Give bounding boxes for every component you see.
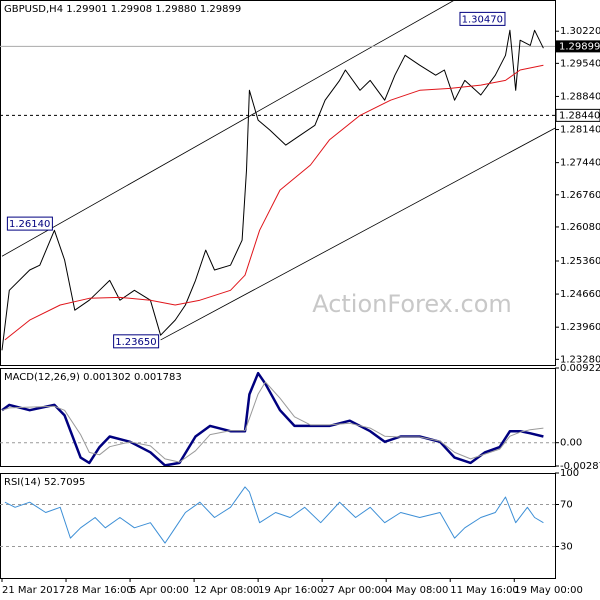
x-tick-label: 11 May 16:00 xyxy=(450,585,519,596)
panel-frame xyxy=(0,0,556,366)
y-tick-label: 1.27440 xyxy=(560,158,600,169)
y-tick-label: 100 xyxy=(560,468,579,479)
x-tick-label: 19 May 00:00 xyxy=(514,585,583,596)
series-line xyxy=(1,381,544,463)
y-tick-label: 0.009227 xyxy=(560,363,600,374)
x-tick-label: 28 Mar 16:00 xyxy=(66,585,133,596)
annotation-box xyxy=(459,11,506,26)
x-tick-label: 19 Apr 16:00 xyxy=(258,585,323,596)
series-line xyxy=(1,29,544,351)
panel-frame xyxy=(0,473,556,579)
level-box xyxy=(555,108,600,122)
panel-title: RSI(14) 52.7095 xyxy=(4,477,85,488)
panel-plot: ActionForex.com xyxy=(0,0,555,351)
series-line xyxy=(4,64,544,341)
annotation-label: 1.23650 xyxy=(115,337,156,348)
x-tick-label: 4 May 08:00 xyxy=(386,585,448,596)
y-tick-label: 1.24660 xyxy=(560,289,600,300)
x-tick-label: 12 Apr 08:00 xyxy=(194,585,259,596)
x-tick-label: 27 Apr 00:00 xyxy=(322,585,387,596)
panel-title: GBPUSD,H4 1.29901 1.29908 1.29880 1.2989… xyxy=(4,4,241,15)
y-tick-label: 1.28840 xyxy=(560,91,600,102)
y-tick-label: 1.26760 xyxy=(560,190,600,201)
channel-line xyxy=(1,0,455,257)
y-tick-label: -0.002879 xyxy=(560,461,600,472)
panel-plot xyxy=(0,486,555,547)
y-tick-label: 1.26080 xyxy=(560,222,600,233)
y-tick-label: 30 xyxy=(560,542,573,553)
y-tick-label: 1.29540 xyxy=(560,58,600,69)
series-line xyxy=(4,486,544,544)
panel-plot xyxy=(0,371,555,466)
y-tick-label: 70 xyxy=(560,500,573,511)
annotation-label: 1.30470 xyxy=(462,14,503,25)
watermark: ActionForex.com xyxy=(312,290,512,318)
y-tick-label: 1.30220 xyxy=(560,26,600,37)
y-tick-label: 1.23280 xyxy=(560,354,600,365)
annotation-box xyxy=(6,216,53,231)
panel-frame xyxy=(0,368,556,467)
x-tick-label: 5 Apr 00:00 xyxy=(130,585,189,596)
panel-title: MACD(12,26,9) 0.001302 0.001783 xyxy=(4,372,182,383)
series-line xyxy=(1,371,544,466)
y-tick-label: 0.00 xyxy=(560,438,582,449)
y-tick-label: 1.25360 xyxy=(560,256,600,267)
x-tick-label: 21 Mar 2017 xyxy=(2,585,65,596)
annotation-label: 1.26140 xyxy=(9,219,50,230)
last-price-box xyxy=(556,40,600,53)
y-tick-label: 1.23960 xyxy=(560,322,600,333)
level-label: 1.28440 xyxy=(559,110,600,121)
annotation-box xyxy=(113,334,160,349)
y-tick-label: 1.28140 xyxy=(560,125,600,136)
channel-line xyxy=(160,127,555,341)
last-price-label: 1.29899 xyxy=(559,41,600,52)
